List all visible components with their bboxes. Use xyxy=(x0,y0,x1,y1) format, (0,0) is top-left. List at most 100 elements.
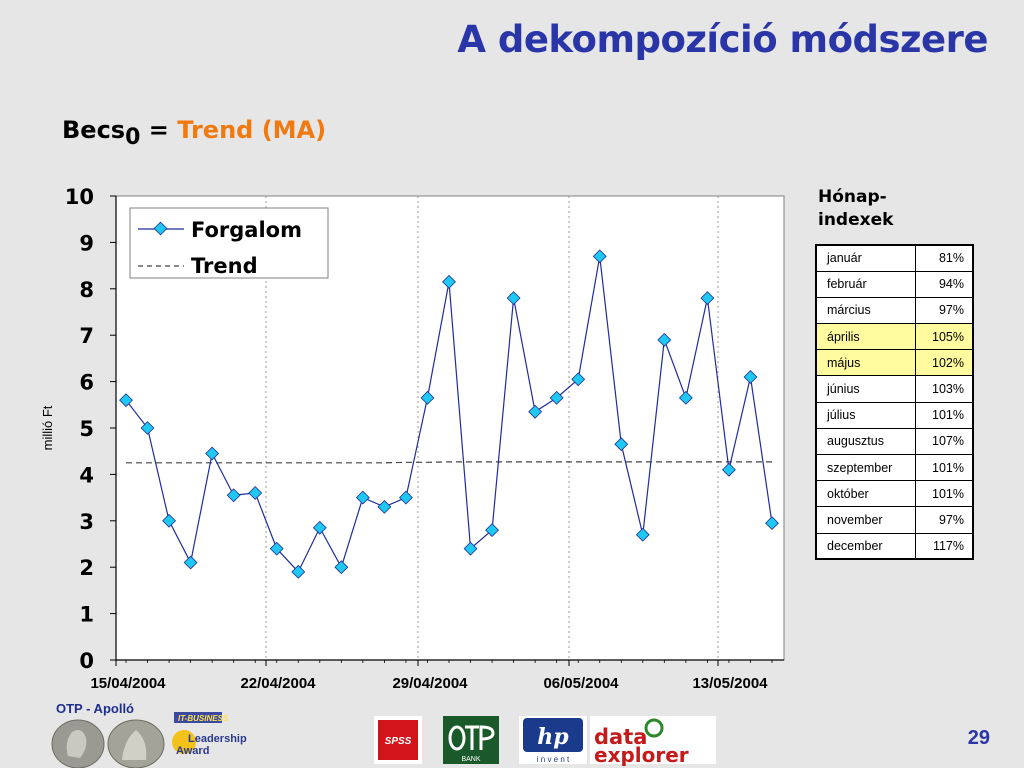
otp-bank-logo: BANK xyxy=(443,716,499,764)
index-cell: 81% xyxy=(914,244,974,272)
forgalom-point xyxy=(592,249,607,264)
formula-heading: Becs0 = Trend (MA) xyxy=(62,116,326,150)
month-cell: október xyxy=(815,480,916,508)
x-tick-label: 06/05/2004 xyxy=(543,675,619,692)
index-cell: 103% xyxy=(914,375,974,403)
index-cell: 94% xyxy=(914,270,974,298)
leadership-award-logo: IT-BUSINESS Leadership Award xyxy=(172,712,247,757)
forgalom-point xyxy=(765,516,779,531)
index-cell: 101% xyxy=(914,480,974,508)
month-cell: április xyxy=(815,323,916,351)
y-tick-label: 9 xyxy=(79,231,94,255)
series-trend-line xyxy=(126,461,772,464)
y-tick-label: 0 xyxy=(79,649,94,673)
monthly-index-title: Hónap- indexek xyxy=(818,186,893,232)
forgalom-point xyxy=(140,421,155,435)
forgalom-point xyxy=(291,564,306,579)
hp-invent-text: i n v e n t xyxy=(537,755,570,764)
y-tick-label: 4 xyxy=(79,463,94,487)
data-explorer-line2: explorer xyxy=(594,743,689,766)
forgalom-point xyxy=(743,370,758,384)
spss-logo: SPSS xyxy=(374,716,422,764)
index-cell: 101% xyxy=(914,401,974,429)
forgalom-point xyxy=(420,390,435,405)
y-tick-label: 8 xyxy=(79,278,94,302)
award-line2: Leadership xyxy=(188,733,247,745)
page-number: 29 xyxy=(967,727,990,749)
otp-p-icon xyxy=(479,725,495,750)
data-explorer-swirl-icon xyxy=(644,718,664,738)
forgalom-point xyxy=(657,332,672,347)
spss-text: SPSS xyxy=(385,736,412,747)
y-axis-label: millió Ft xyxy=(40,405,55,450)
forgalom-point xyxy=(334,560,349,575)
forgalom-point xyxy=(722,462,736,477)
table-row: november 97% xyxy=(815,506,974,534)
table-row: március 97% xyxy=(815,296,974,325)
forgalom-point xyxy=(377,499,392,514)
y-tick-label: 6 xyxy=(79,371,94,395)
month-cell: július xyxy=(815,401,916,429)
forgalom-point xyxy=(183,555,198,570)
month-cell: november xyxy=(815,506,916,534)
month-cell: május xyxy=(815,349,916,377)
y-tick-label: 1 xyxy=(79,603,94,627)
y-tick-label: 2 xyxy=(79,556,94,580)
monthly-index-table: január 81% február 94% március 97% április 1… xyxy=(815,244,974,561)
formula-subscript: 0 xyxy=(125,124,141,150)
index-cell: 117% xyxy=(914,532,974,560)
otp-o-icon xyxy=(448,725,466,751)
month-cell: június xyxy=(815,375,916,403)
month-cell: augusztus xyxy=(815,427,916,456)
forgalom-point xyxy=(226,488,241,503)
award-banner xyxy=(174,712,222,723)
month-cell: december xyxy=(815,532,916,560)
data-explorer-bg xyxy=(590,716,716,764)
forgalom-point xyxy=(248,486,263,500)
otp-bank-text: BANK xyxy=(461,756,480,763)
legend-forgalom-label: Forgalom xyxy=(191,218,302,242)
series-layer xyxy=(119,249,779,579)
forgalom-point xyxy=(205,446,220,461)
forgalom-point xyxy=(485,523,499,538)
month-cell: január xyxy=(815,244,916,272)
index-cell: 97% xyxy=(914,296,974,325)
forgalom-point xyxy=(528,404,543,419)
forgalom-point xyxy=(635,527,650,542)
table-row: június 103% xyxy=(815,375,974,403)
forgalom-point xyxy=(269,541,284,556)
x-tick-label: 13/05/2004 xyxy=(692,675,768,692)
award-line3: Award xyxy=(176,745,209,757)
forgalom-point xyxy=(119,393,133,408)
table-row: február 94% xyxy=(815,270,974,298)
forgalom-point xyxy=(355,490,370,505)
table-row: július 101% xyxy=(815,401,974,429)
data-explorer-logo: data explorer xyxy=(590,716,716,766)
coin-logos xyxy=(51,719,165,768)
hp-badge xyxy=(523,718,583,752)
legend: Forgalom Trend xyxy=(129,207,329,279)
table-row: január 81% xyxy=(815,244,974,272)
slide-title: A dekompozíció módszere xyxy=(457,18,988,61)
forgalom-point xyxy=(700,291,715,306)
table-row-highlighted: május 102% xyxy=(815,349,974,377)
forgalom-point xyxy=(399,490,413,505)
coin-figure-icon xyxy=(122,730,147,760)
table-row: december 117% xyxy=(815,532,974,560)
forgalom-point xyxy=(549,390,564,405)
formula-equals: = xyxy=(140,116,178,144)
index-cell: 97% xyxy=(914,506,974,534)
month-cell: március xyxy=(815,296,916,325)
monthly-index-title-line1: Hónap- xyxy=(818,187,887,207)
monthly-index-title-line2: indexek xyxy=(818,210,894,230)
x-tick-label: 22/04/2004 xyxy=(240,675,316,692)
forgalom-point xyxy=(463,541,478,556)
index-cell: 101% xyxy=(914,453,974,482)
index-cell: 107% xyxy=(914,427,974,456)
forgalom-point xyxy=(678,390,693,405)
award-medal-icon xyxy=(172,730,196,754)
y-tick-label: 3 xyxy=(79,510,94,534)
y-tick-label: 5 xyxy=(79,417,94,441)
hp-text: hp xyxy=(537,724,569,750)
forgalom-point xyxy=(571,372,586,387)
